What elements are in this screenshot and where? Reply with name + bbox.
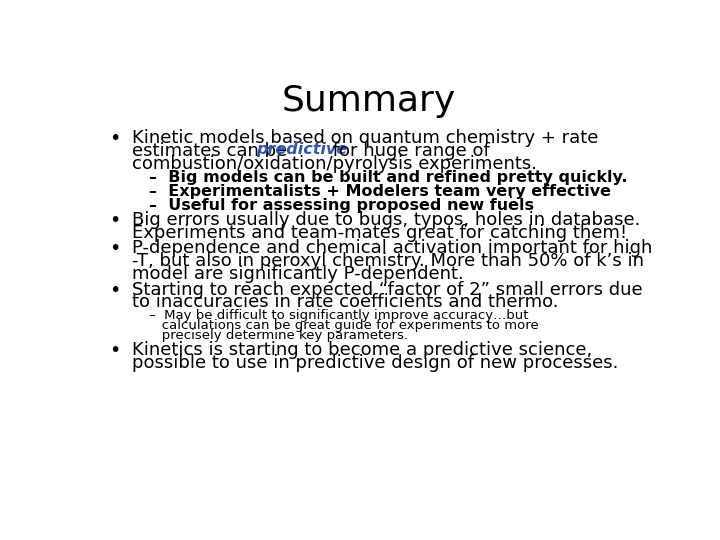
Text: –  Useful for assessing proposed new fuels: – Useful for assessing proposed new fuel… xyxy=(148,198,534,213)
Text: P-dependence and chemical activation important for high: P-dependence and chemical activation imp… xyxy=(132,239,652,258)
Text: •: • xyxy=(109,211,121,230)
Text: •: • xyxy=(109,239,121,259)
Text: Kinetics is starting to become a predictive science,: Kinetics is starting to become a predict… xyxy=(132,341,592,359)
Text: •: • xyxy=(109,280,121,300)
Text: –  Big models can be built and refined pretty quickly.: – Big models can be built and refined pr… xyxy=(148,170,627,185)
Text: to inaccuracies in rate coefficients and thermo.: to inaccuracies in rate coefficients and… xyxy=(132,293,558,311)
Text: Summary: Summary xyxy=(282,84,456,118)
Text: for huge range of: for huge range of xyxy=(328,142,490,160)
Text: Big errors usually due to bugs, typos, holes in database.: Big errors usually due to bugs, typos, h… xyxy=(132,211,640,229)
Text: precisely determine key parameters.: precisely determine key parameters. xyxy=(148,329,408,342)
Text: .: . xyxy=(507,184,513,202)
Text: estimates can be: estimates can be xyxy=(132,142,293,160)
Text: predictive: predictive xyxy=(256,142,348,157)
Text: Kinetic models based on quantum chemistry + rate: Kinetic models based on quantum chemistr… xyxy=(132,129,598,147)
Text: -T, but also in peroxyl chemistry. More than 50% of k’s in: -T, but also in peroxyl chemistry. More … xyxy=(132,252,644,270)
Text: –  May be difficult to significantly improve accuracy…but: – May be difficult to significantly impr… xyxy=(148,309,528,322)
Text: •: • xyxy=(109,129,121,149)
Text: •: • xyxy=(109,341,121,360)
Text: possible to use in predictive design of new processes.: possible to use in predictive design of … xyxy=(132,354,618,372)
Text: Experiments and team-mates great for catching them!: Experiments and team-mates great for cat… xyxy=(132,224,627,242)
Text: –  Experimentalists + Modelers team very effective: – Experimentalists + Modelers team very … xyxy=(148,184,611,199)
Text: combustion/oxidation/pyrolysis experiments.: combustion/oxidation/pyrolysis experimen… xyxy=(132,154,537,173)
Text: calculations can be great guide for experiments to more: calculations can be great guide for expe… xyxy=(148,319,539,332)
Text: model are significantly P-dependent.: model are significantly P-dependent. xyxy=(132,265,464,283)
Text: Starting to reach expected “factor of 2” small errors due: Starting to reach expected “factor of 2”… xyxy=(132,280,642,299)
